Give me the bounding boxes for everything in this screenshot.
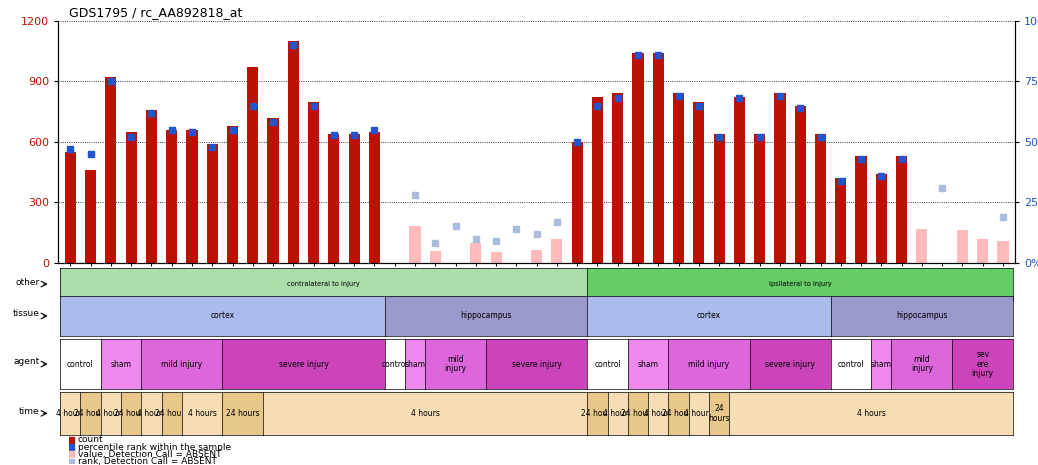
- Text: agent: agent: [13, 357, 39, 366]
- Bar: [207, 144, 218, 263]
- Text: 4 hours: 4 hours: [137, 409, 166, 418]
- Text: 4 hours: 4 hours: [644, 409, 673, 418]
- Text: cortex: cortex: [211, 312, 235, 320]
- Bar: [145, 110, 157, 263]
- Bar: [430, 251, 441, 263]
- Text: mild injury: mild injury: [688, 359, 730, 369]
- Text: sham: sham: [405, 359, 426, 369]
- Bar: [632, 53, 644, 263]
- Text: sev
ere
injury: sev ere injury: [972, 350, 993, 379]
- Text: 24 hours: 24 hours: [155, 409, 189, 418]
- Text: severe injury: severe injury: [278, 359, 328, 369]
- Bar: [713, 134, 725, 263]
- Text: control: control: [594, 359, 621, 369]
- Text: 24 hours: 24 hours: [662, 409, 695, 418]
- Text: 24
hours: 24 hours: [708, 404, 730, 423]
- Text: 4 hours: 4 hours: [411, 409, 439, 418]
- Text: 4 hours: 4 hours: [97, 409, 126, 418]
- Text: control: control: [381, 359, 408, 369]
- Bar: [288, 41, 299, 263]
- Bar: [491, 252, 501, 263]
- Text: count: count: [78, 435, 104, 444]
- Bar: [247, 67, 258, 263]
- Bar: [187, 130, 197, 263]
- Text: 24 hours: 24 hours: [580, 409, 614, 418]
- Text: time: time: [19, 407, 39, 416]
- Bar: [977, 239, 988, 263]
- Bar: [308, 101, 319, 263]
- Bar: [64, 152, 76, 263]
- Text: rank, Detection Call = ABSENT: rank, Detection Call = ABSENT: [78, 457, 217, 465]
- Text: 24 hours: 24 hours: [74, 409, 107, 418]
- Text: sham: sham: [871, 359, 892, 369]
- Bar: [917, 230, 928, 263]
- Text: value, Detection Call = ABSENT: value, Detection Call = ABSENT: [78, 450, 221, 459]
- Text: control: control: [67, 359, 93, 369]
- Text: mild
injury: mild injury: [444, 355, 466, 373]
- Text: mild
injury: mild injury: [911, 355, 933, 373]
- Bar: [105, 77, 116, 263]
- Bar: [795, 106, 805, 263]
- Text: contralateral to injury: contralateral to injury: [288, 281, 360, 287]
- Text: other: other: [16, 278, 39, 287]
- Bar: [653, 53, 664, 263]
- Text: ipsilateral to injury: ipsilateral to injury: [769, 281, 831, 287]
- Bar: [551, 239, 563, 263]
- Bar: [328, 134, 339, 263]
- Text: 4 hours: 4 hours: [56, 409, 85, 418]
- Bar: [876, 174, 886, 263]
- Text: severe injury: severe injury: [765, 359, 815, 369]
- Bar: [85, 170, 97, 263]
- Bar: [572, 142, 582, 263]
- Text: GDS1795 / rc_AA892818_at: GDS1795 / rc_AA892818_at: [69, 6, 242, 19]
- Bar: [957, 231, 968, 263]
- Text: 4 hours: 4 hours: [603, 409, 632, 418]
- Text: cortex: cortex: [696, 312, 721, 320]
- Text: 4 hours: 4 hours: [188, 409, 217, 418]
- Bar: [592, 98, 603, 263]
- Text: sham: sham: [110, 359, 132, 369]
- Bar: [836, 178, 846, 263]
- Text: 4 hours: 4 hours: [684, 409, 713, 418]
- Text: tissue: tissue: [12, 310, 39, 319]
- Bar: [531, 250, 542, 263]
- Text: control: control: [838, 359, 865, 369]
- Text: 24 hours: 24 hours: [114, 409, 148, 418]
- Bar: [268, 118, 278, 263]
- Bar: [774, 93, 786, 263]
- Bar: [693, 101, 705, 263]
- Text: percentile rank within the sample: percentile rank within the sample: [78, 443, 231, 452]
- Bar: [227, 126, 238, 263]
- Text: 4 hours: 4 hours: [856, 409, 885, 418]
- Text: hippocampus: hippocampus: [896, 312, 948, 320]
- Bar: [755, 134, 765, 263]
- Bar: [896, 156, 907, 263]
- Bar: [166, 130, 177, 263]
- Bar: [612, 93, 624, 263]
- Bar: [349, 134, 360, 263]
- Bar: [368, 132, 380, 263]
- Bar: [855, 156, 867, 263]
- Bar: [734, 98, 745, 263]
- Text: sham: sham: [637, 359, 659, 369]
- Bar: [673, 93, 684, 263]
- Text: severe injury: severe injury: [512, 359, 562, 369]
- Text: mild injury: mild injury: [161, 359, 202, 369]
- Text: hippocampus: hippocampus: [460, 312, 512, 320]
- Bar: [409, 226, 420, 263]
- Bar: [998, 240, 1009, 263]
- Bar: [815, 134, 826, 263]
- Text: 24 hours: 24 hours: [621, 409, 655, 418]
- Bar: [126, 132, 137, 263]
- Bar: [470, 243, 482, 263]
- Text: 24 hours: 24 hours: [226, 409, 260, 418]
